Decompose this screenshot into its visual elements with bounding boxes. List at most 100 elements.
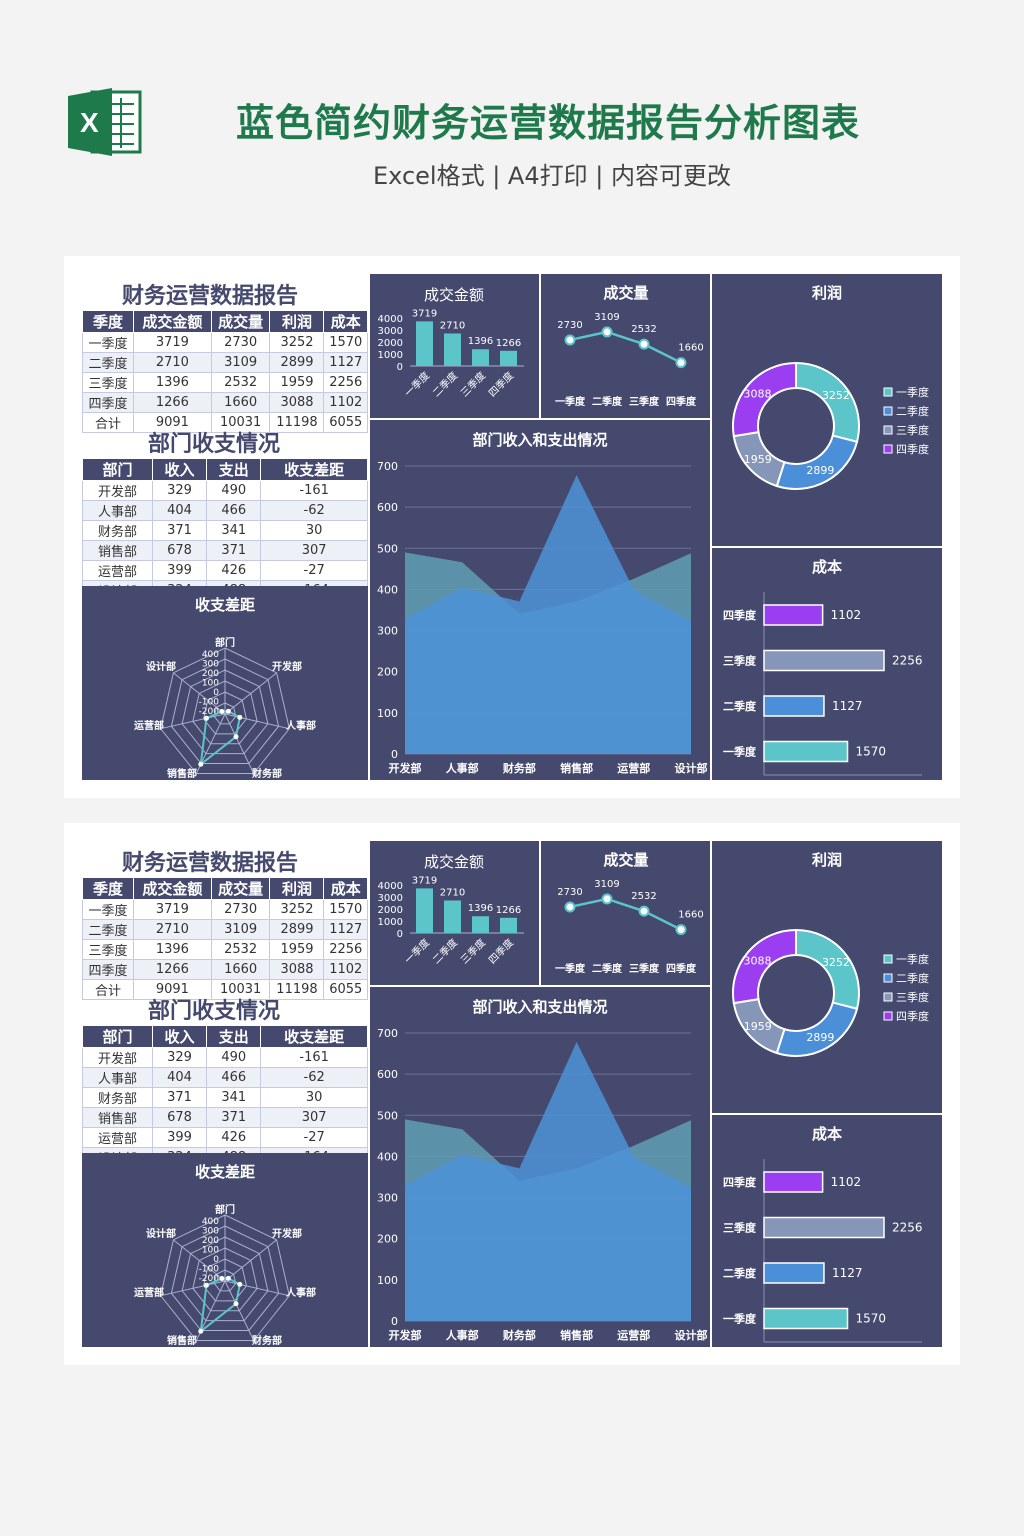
table-cell: 1570 [323, 899, 368, 920]
tick-label: 600 [377, 1068, 398, 1081]
legend-label: 一季度 [896, 952, 929, 966]
chart-title: 利润 [812, 284, 842, 302]
table-cell: 371 [151, 1087, 208, 1108]
tick-label: 二季度 [723, 699, 757, 713]
radar-spoke [173, 1239, 226, 1282]
data-point [225, 708, 231, 714]
tick-label: 四季度 [723, 1175, 757, 1189]
excel-icon: X [68, 88, 142, 156]
bar [763, 604, 824, 626]
data-label: 1396 [468, 336, 493, 347]
tick-label: 3000 [378, 893, 403, 904]
data-label: 1266 [496, 905, 521, 916]
table-row: 四季度 1266 1660 3088 1102 [81, 959, 368, 980]
table-cell: 490 [206, 480, 262, 501]
radar-grid [192, 680, 258, 745]
tick-label: 人事部 [446, 761, 479, 775]
data-label: 1660 [678, 910, 703, 921]
chart-title: 收支差距 [195, 596, 255, 614]
tick-label: 700 [377, 1027, 398, 1040]
tick-label: 300 [202, 660, 219, 670]
table-cell: 466 [206, 1067, 262, 1088]
table-row: 销售部 678 371 307 [82, 1107, 368, 1128]
dashboard: 财务运营数据报告 季度 成交金额 成交量 利润 成本 一季度 3719 2730 3252 15… [64, 823, 960, 1365]
data-point [219, 709, 225, 715]
data-label: 3719 [412, 308, 437, 319]
radar-spoke [173, 672, 226, 715]
table-header-row: 季度 成交金额 成交量 利润 成本 [81, 877, 368, 900]
tick-label: 三季度 [629, 395, 660, 408]
legend-swatch [883, 425, 893, 435]
tick-label: -200 [199, 1274, 220, 1284]
data-label: 2730 [557, 887, 582, 898]
chart-title: 成交量 [603, 851, 648, 869]
tick-label: 200 [377, 1233, 398, 1246]
tick-label: 运营部 [617, 761, 650, 775]
radar-grid [181, 1236, 269, 1322]
dept-title: 部门收支情况 [148, 999, 281, 1024]
chart-title: 成本 [812, 1125, 842, 1143]
data-label: 1266 [496, 338, 521, 349]
tick-label: 三季度 [723, 654, 757, 668]
table-header-row: 部门 收入 支出 收支差距 [82, 458, 368, 481]
tick-label: 一季度 [555, 395, 586, 408]
charts-canvas: 成交金额400030002000100003719一季度2710二季度1396三… [82, 841, 942, 1347]
tick-label: 销售部 [560, 1328, 593, 1342]
data-point [564, 901, 576, 913]
table-cell: 四季度 [81, 392, 135, 413]
bar [763, 740, 849, 763]
table-cell: 6055 [323, 412, 368, 433]
bar [472, 916, 489, 933]
table-cell: -62 [260, 1067, 368, 1088]
series-line [569, 330, 682, 364]
data-point [675, 924, 687, 936]
table-cell: -62 [260, 500, 368, 521]
data-label: 1959 [744, 1020, 772, 1033]
chart-title: 成交量 [603, 284, 648, 302]
tick-label: 200 [202, 1236, 219, 1246]
table-cell: 2730 [210, 332, 271, 353]
data-point [237, 714, 243, 720]
data-label: 1660 [678, 343, 703, 354]
chart-title: 成本 [812, 558, 842, 576]
panel-volume [541, 841, 710, 985]
data-point [675, 357, 687, 369]
data-point [564, 334, 576, 346]
data-label: 1127 [832, 1266, 863, 1280]
tick-label: 财务部 [502, 761, 536, 775]
table-cell: 1102 [323, 392, 368, 413]
data-label: 3719 [412, 875, 437, 886]
radar-grid [203, 691, 247, 735]
column-header: 收支差距 [260, 1025, 368, 1048]
table-cell: 10031 [210, 979, 271, 1000]
column-header: 收入 [151, 458, 208, 481]
tick-label: 300 [377, 625, 398, 638]
tick-label: 一季度 [723, 745, 757, 759]
table-row: 合计 9091 10031 11198 6055 [81, 979, 368, 1000]
table-cell: 9091 [133, 979, 212, 1000]
radar-grid [170, 1225, 280, 1332]
data-point [203, 715, 209, 721]
radar-spoke [224, 713, 290, 730]
legend-swatch [883, 992, 893, 1002]
table-row: 人事部 404 466 -62 [82, 500, 368, 521]
table-cell: 307 [260, 540, 368, 561]
data-label: 2532 [631, 891, 656, 902]
table-cell: 11198 [269, 979, 325, 1000]
radar-spoke [160, 713, 226, 730]
data-label: 3252 [822, 956, 850, 969]
tick-label: 700 [377, 460, 398, 473]
tick-label: 400 [377, 583, 398, 596]
table-row: 一季度 3719 2730 3252 1570 [81, 332, 368, 353]
radar-grid [192, 1247, 258, 1312]
table-cell: 371 [151, 520, 208, 541]
charts-canvas: 成交金额400030002000100003719一季度2710二季度1396三… [82, 274, 942, 780]
table-cell: 371 [206, 540, 262, 561]
tick-label: 500 [377, 542, 398, 555]
quarter-table: 季度 成交金额 成交量 利润 成本 一季度 3719 2730 3252 1570 二季度 2710… [81, 310, 368, 433]
data-point [638, 338, 650, 350]
tick-label: 四季度 [666, 395, 697, 408]
table-cell: 四季度 [81, 959, 135, 980]
chart-title: 收支差距 [195, 1163, 255, 1181]
series-area [405, 475, 691, 754]
